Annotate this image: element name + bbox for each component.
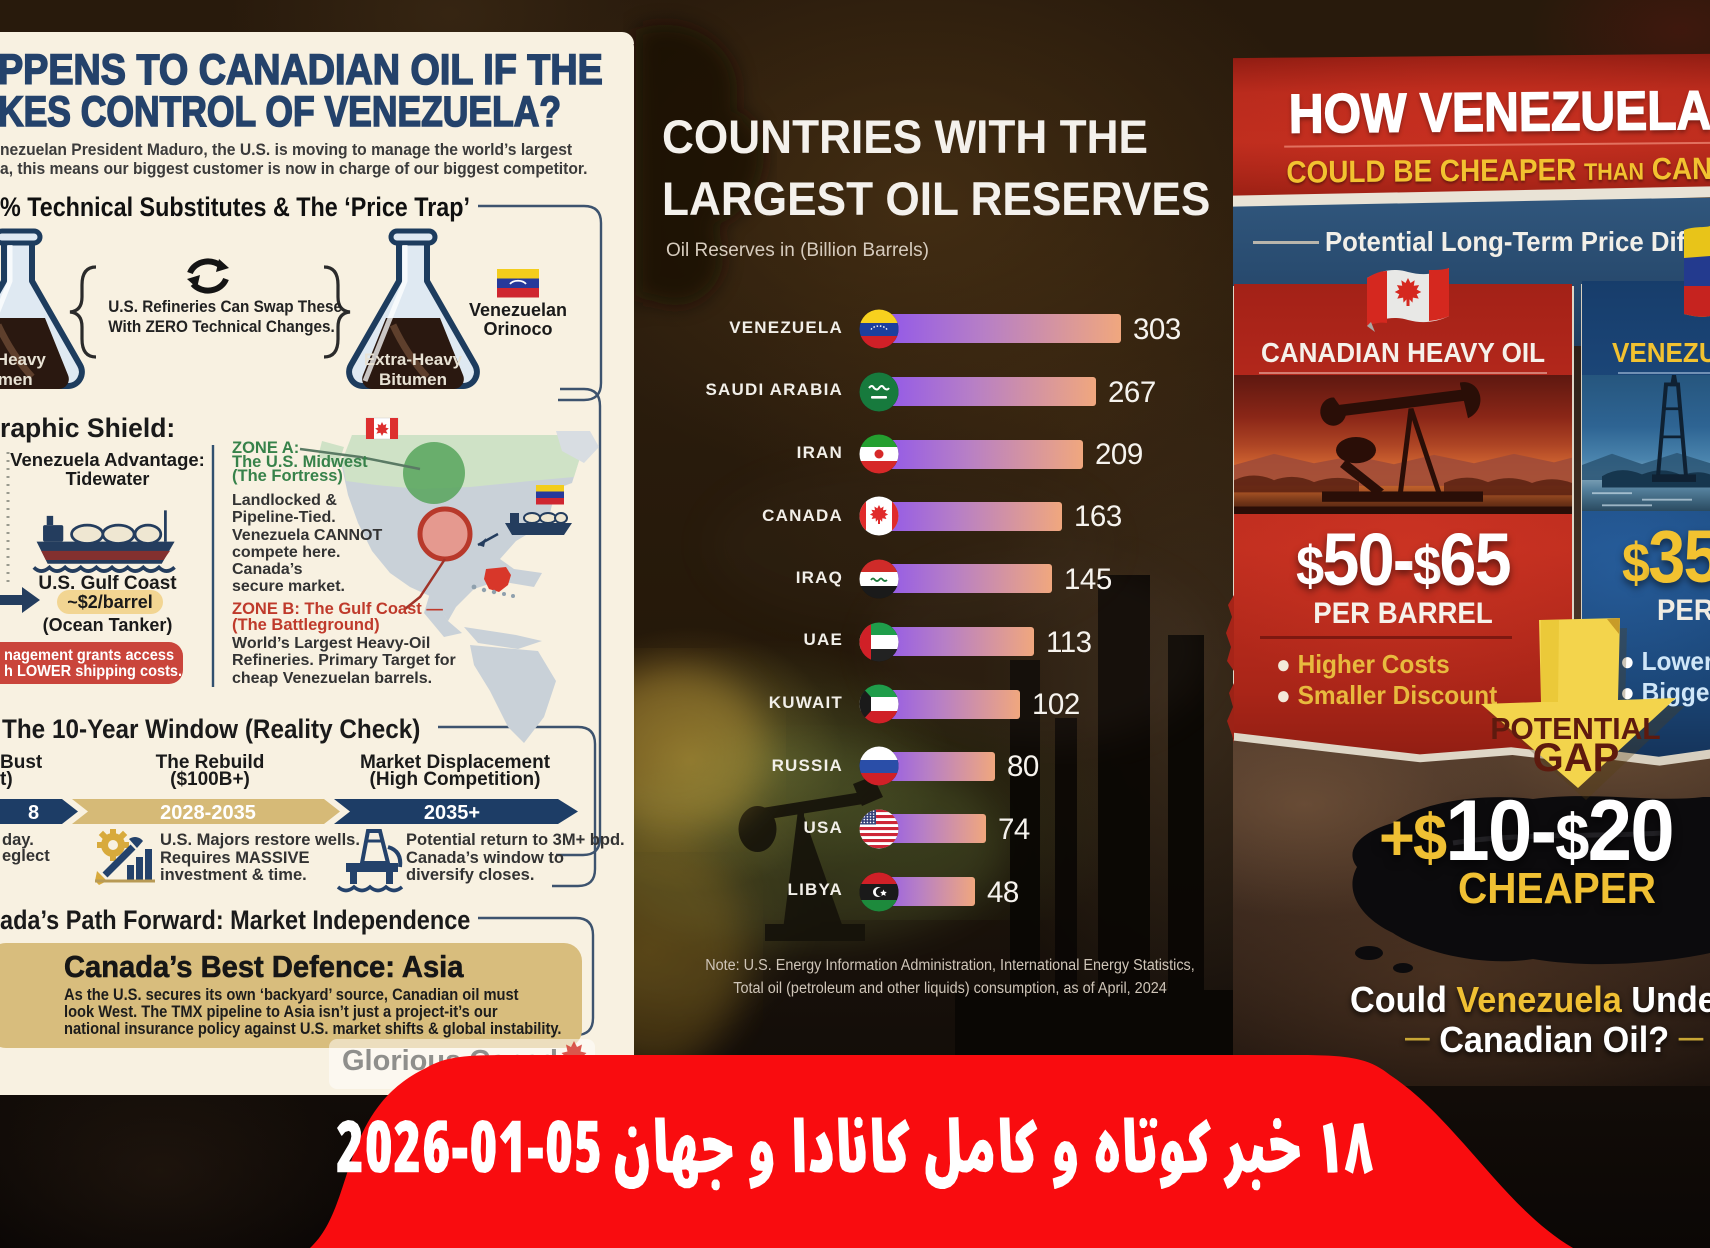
svg-text:Extra-Heavy: Extra-Heavy (364, 350, 463, 369)
svg-text:2028-2035: 2028-2035 (160, 802, 256, 824)
svg-text:Bitumen: Bitumen (379, 370, 447, 389)
svg-text:GAP: GAP (1533, 736, 1620, 780)
svg-text:umen: umen (0, 370, 33, 389)
svg-text:2035+: 2035+ (424, 802, 480, 824)
svg-text:8: 8 (28, 802, 39, 824)
svg-text:POTENTIAL: POTENTIAL (1490, 712, 1660, 747)
svg-text:-Heavy: -Heavy (0, 350, 46, 369)
